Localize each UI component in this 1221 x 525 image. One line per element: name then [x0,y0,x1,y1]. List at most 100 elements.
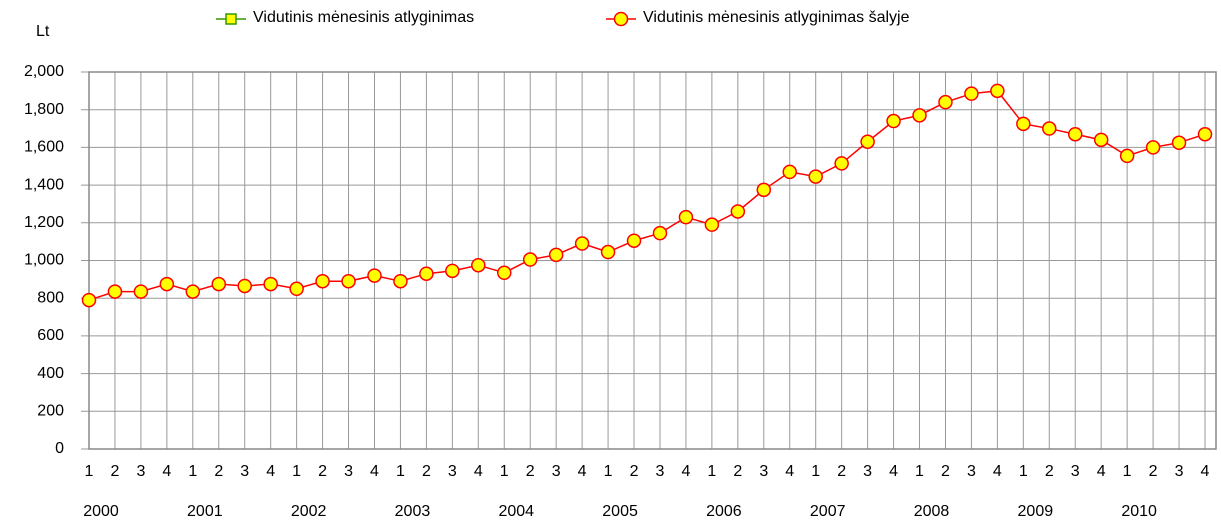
x-tick-label: 3 [136,463,145,480]
x-group-label: 2002 [291,503,327,520]
data-point [704,217,720,232]
x-tick-label: 2 [1149,463,1158,480]
y-tick-label: 200 [37,403,64,420]
plot-border [88,71,1217,450]
data-point [159,276,175,292]
x-tick-label: 2 [941,463,950,480]
x-tick-label: 1 [811,463,820,480]
x-tick-label: 1 [604,463,613,480]
data-point [315,273,330,289]
x-tick-label: 3 [656,463,665,480]
x-tick-label: 2 [318,463,327,480]
data-point [393,273,408,289]
data-point [756,182,772,198]
y-tick-label: 400 [37,365,64,382]
y-axis-label: Lt [36,23,50,40]
x-tick-label: 2 [837,463,846,480]
x-tick-label: 1 [1019,463,1028,480]
data-point [548,247,564,263]
x-tick-label: 3 [552,463,561,480]
x-tick-label: 2 [422,463,431,480]
x-tick-label: 4 [889,463,898,480]
data-point [652,225,668,241]
legend-label: Vidutinis mėnesinis atlyginimas [253,9,474,26]
data-point [964,86,979,101]
y-tick-label: 0 [55,440,64,457]
data-point [1145,140,1161,155]
x-tick-label: 3 [1071,463,1080,480]
x-tick-label: 3 [448,463,457,480]
x-tick-label: 1 [1123,463,1132,480]
data-point [626,233,642,248]
data-point [497,265,512,281]
data-point [1067,126,1083,142]
x-tick-label: 1 [707,463,716,480]
x-group-label: 2009 [1018,503,1054,520]
y-tick-label: 600 [37,327,64,344]
data-point [808,169,823,184]
data-point [1042,121,1057,136]
x-tick-label: 2 [111,463,120,480]
y-tick-label: 800 [37,289,64,306]
x-tick-label: 3 [863,463,872,480]
x-tick-label: 2 [1045,463,1054,480]
x-tick-label: 1 [292,463,301,480]
x-tick-label: 3 [1175,463,1184,480]
data-point [678,209,694,225]
data-point [1016,116,1031,132]
x-group-label: 2006 [706,503,742,520]
data-point [730,204,746,219]
x-group-label: 2005 [602,503,638,520]
x-tick-label: 2 [214,463,223,480]
x-tick-label: 4 [993,463,1002,480]
x-tick-label: 2 [733,463,742,480]
data-point [185,284,201,299]
data-point [1197,126,1213,142]
x-tick-label: 1 [188,463,197,480]
data-point [211,276,227,292]
x-tick-label: 1 [915,463,924,480]
data-point [782,164,797,180]
x-tick-label: 1 [85,463,94,480]
x-tick-label: 4 [474,463,483,480]
data-point [912,108,927,123]
data-point [263,276,278,292]
x-tick-label: 4 [681,463,690,480]
y-tick-label: 1,000 [24,252,64,269]
legend-label: Vidutinis mėnesinis atlyginimas šalyje [643,9,910,26]
x-group-label: 2003 [395,503,431,520]
data-point [107,284,123,299]
x-tick-label: 1 [500,463,509,480]
x-group-label: 2004 [498,503,534,520]
x-tick-label: 4 [578,463,587,480]
data-point [341,273,356,289]
legend-marker [225,13,237,25]
data-point [289,281,304,297]
x-group-label: 2007 [810,503,846,520]
x-tick-label: 4 [1201,463,1210,480]
data-point [860,134,875,149]
data-point [1093,132,1109,148]
x-tick-label: 3 [759,463,768,480]
x-tick-label: 2 [630,463,639,480]
data-point [133,284,149,299]
x-tick-label: 2 [526,463,535,480]
y-tick-label: 1,600 [24,139,64,156]
data-point [81,292,97,308]
x-tick-label: 4 [1097,463,1106,480]
data-point [834,156,849,171]
x-group-label: 2010 [1121,503,1157,520]
y-tick-label: 1,400 [24,176,64,193]
data-point [522,252,538,267]
data-point [237,278,252,294]
data-point [1171,135,1187,150]
y-tick-label: 2,000 [24,63,64,80]
series-line [88,90,1206,301]
data-point [938,94,953,110]
data-point [445,263,460,279]
y-tick-label: 1,800 [24,101,64,118]
x-group-label: 2008 [914,503,950,520]
x-tick-label: 3 [240,463,249,480]
data-point [471,257,486,273]
data-point [574,236,590,251]
